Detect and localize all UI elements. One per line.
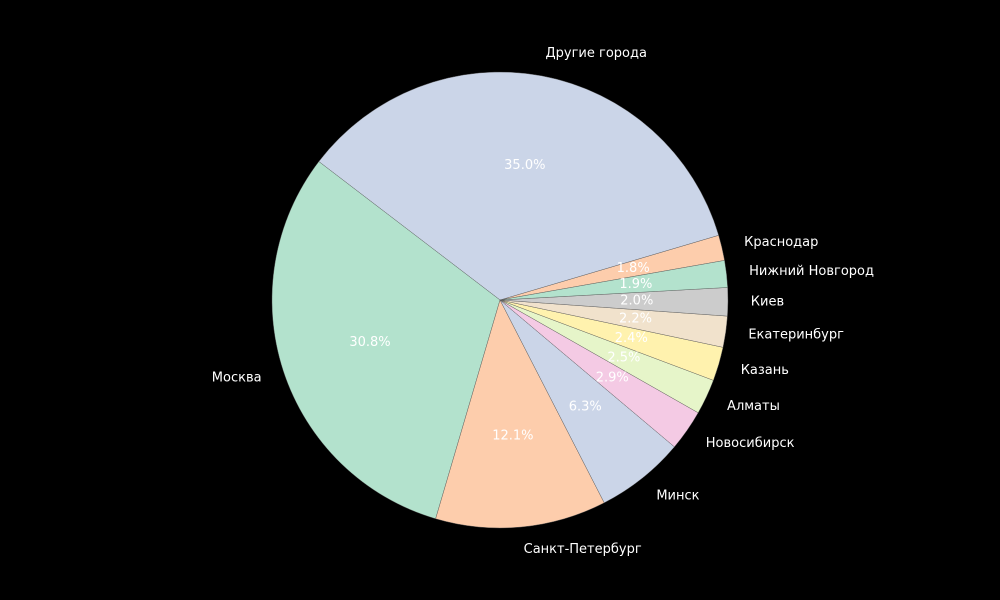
- slice-category-label: Казань: [741, 363, 789, 378]
- slice-category-label: Нижний Новгород: [749, 264, 874, 279]
- slice-percent-label: 1.8%: [617, 261, 650, 276]
- slice-percent-label: 2.9%: [596, 371, 629, 386]
- slice-category-label: Алматы: [727, 399, 780, 414]
- slice-percent-label: 30.8%: [349, 335, 390, 350]
- pie-slice: [435, 299, 605, 529]
- slice-percent-label: 1.9%: [619, 277, 652, 292]
- slice-category-label: Москва: [212, 370, 262, 385]
- pie-slice: [318, 71, 719, 301]
- pie-slice: [499, 260, 728, 301]
- slice-percent-label: 6.3%: [569, 399, 602, 414]
- slice-percent-label: 2.0%: [620, 294, 653, 309]
- slice-percent-label: 2.4%: [615, 331, 648, 346]
- slice-category-label: Краснодар: [744, 235, 818, 250]
- slice-category-label: Новосибирск: [706, 436, 795, 451]
- slice-category-label: Санкт-Петербург: [524, 542, 642, 557]
- slice-category-label: Киев: [751, 294, 784, 309]
- slice-category-label: Екатеринбург: [748, 327, 844, 342]
- pie-slices: [271, 71, 729, 529]
- category-labels: Краснодар Другие города Москва Санкт-Петерб…: [212, 46, 874, 557]
- slice-percent-label: 2.5%: [607, 351, 640, 366]
- slice-percent-label: 2.2%: [619, 312, 652, 327]
- slice-percent-label: 12.1%: [492, 429, 533, 444]
- percent-labels: 1.8% 35.0% 30.8% 12.1% 6.3% 2.9% 2.5% 2.4% 2.2% 2…: [349, 158, 653, 444]
- pie-slice: [271, 161, 501, 519]
- slice-category-label: Минск: [656, 489, 699, 504]
- slice-percent-label: 35.0%: [504, 158, 545, 173]
- slice-category-label: Другие города: [545, 46, 646, 61]
